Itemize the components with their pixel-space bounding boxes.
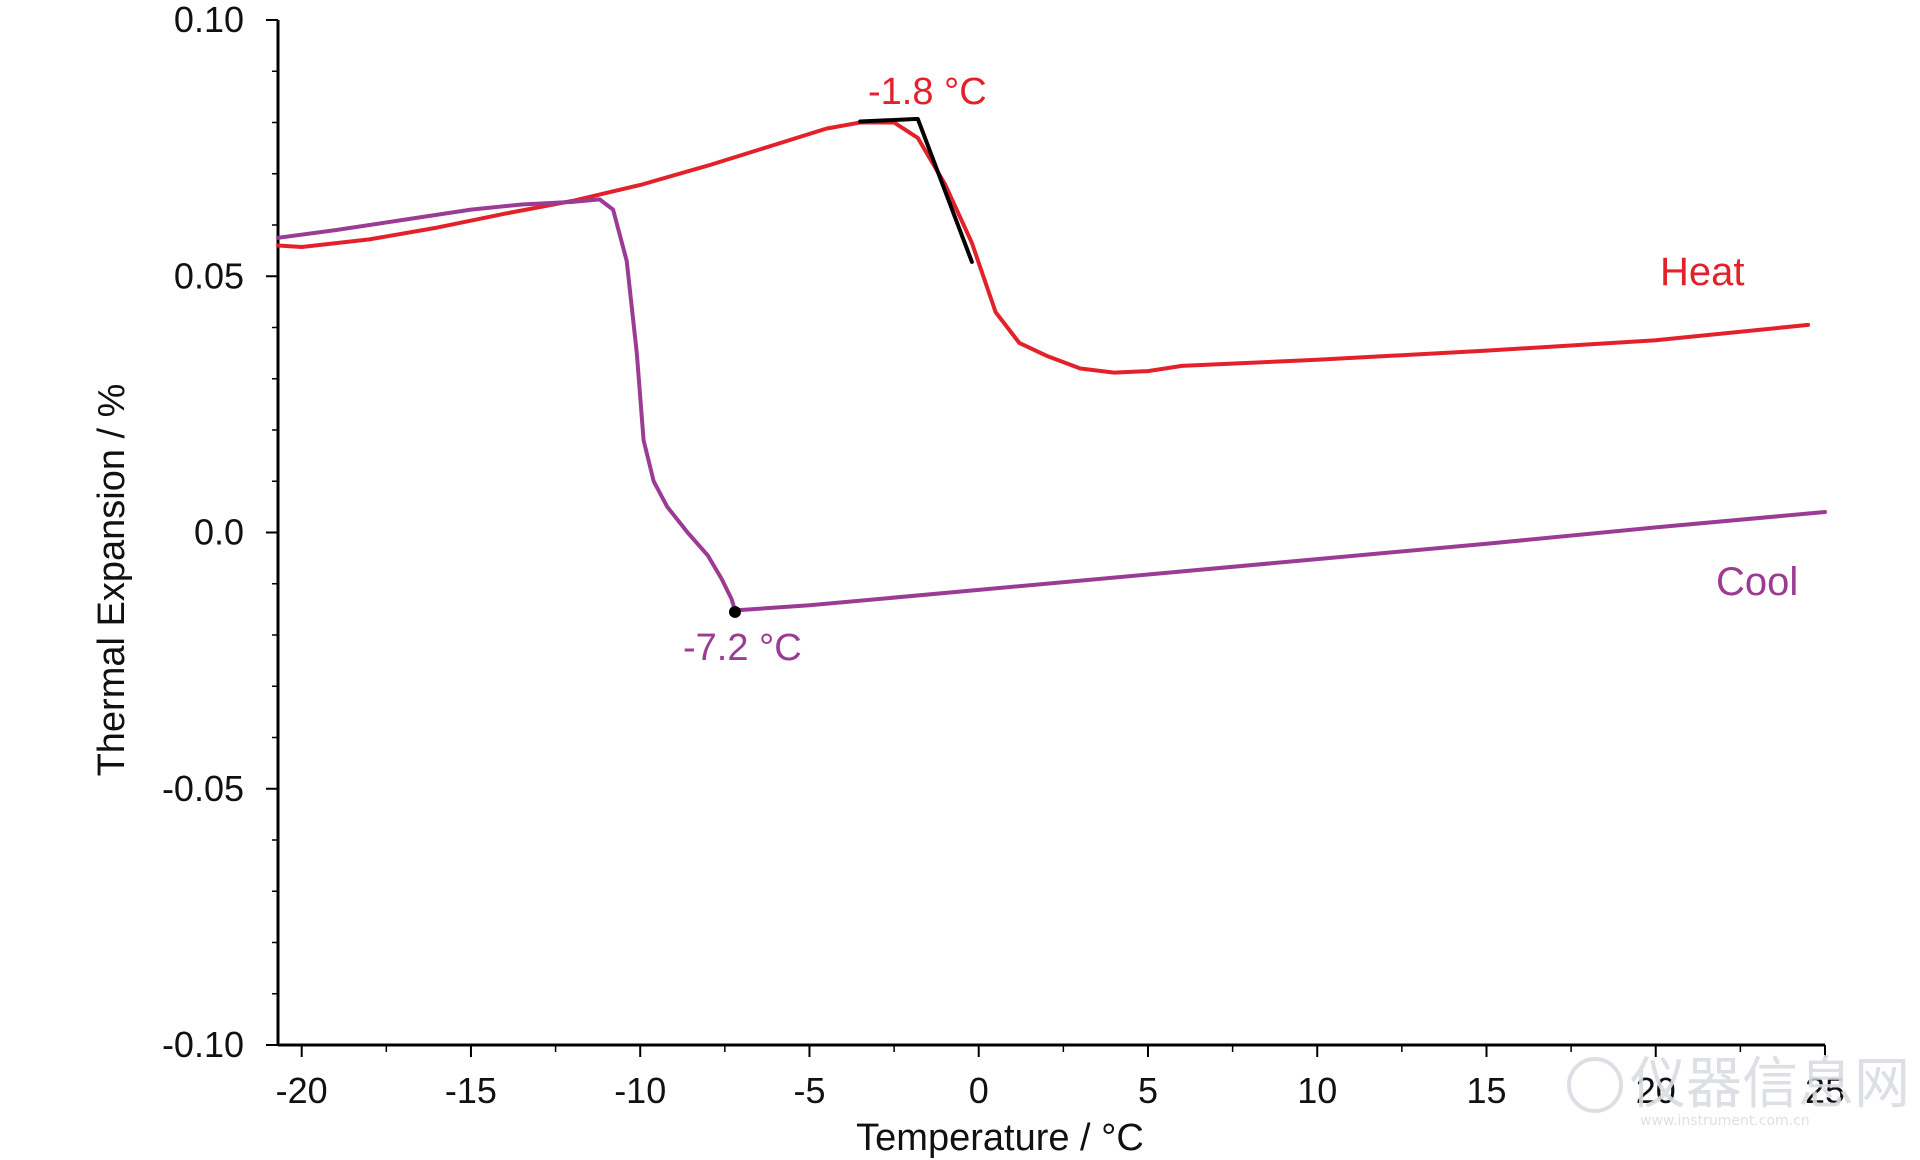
x-axis-ticks: -20 -15 -10 -5 0 5 10 15 20 25 <box>276 1045 1845 1111</box>
series-line-heat <box>276 120 1811 375</box>
x-tick-label: -10 <box>614 1070 666 1111</box>
y-tick-label: 0.10 <box>174 0 244 40</box>
x-tick-label: 0 <box>969 1070 989 1111</box>
x-tick-label: 20 <box>1636 1070 1676 1111</box>
y-tick-label: -0.10 <box>162 1024 244 1065</box>
watermark-subtext: www.instrument.com.cn <box>1640 1113 1810 1129</box>
watermark-logo: 仪器信息网 www.instrument.com.cn <box>1567 1052 1910 1129</box>
x-tick-label: -5 <box>793 1070 825 1111</box>
tangent-layer <box>858 116 974 264</box>
x-axis-title: Temperature / °C <box>856 1117 1144 1159</box>
onset-marker <box>728 605 741 618</box>
series-layer <box>276 120 1827 613</box>
x-tick-label: -20 <box>276 1070 328 1111</box>
x-tick-label: -15 <box>445 1070 497 1111</box>
marker-layer <box>728 605 741 618</box>
x-tick-label: 15 <box>1466 1070 1506 1111</box>
series-label-cool: Cool <box>1716 560 1798 604</box>
y-tick-label: 0.05 <box>174 255 244 296</box>
watermark-icon <box>1567 1057 1623 1113</box>
y-axis-ticks: -0.10 -0.05 0.0 0.05 0.10 <box>162 0 278 1065</box>
tangent-line <box>858 116 974 264</box>
annotation-heat-onset: -1.8 °C <box>868 71 987 113</box>
y-tick-label: 0.0 <box>194 512 244 553</box>
x-tick-label: 10 <box>1297 1070 1337 1111</box>
y-axis-title: Thermal Expansion / % <box>91 384 133 777</box>
series-line-cool <box>276 197 1827 613</box>
y-tick-label: -0.05 <box>162 768 244 809</box>
x-tick-label: 25 <box>1805 1070 1845 1111</box>
x-tick-label: 5 <box>1138 1070 1158 1111</box>
watermark-text: 仪器信息网 <box>1630 1052 1910 1117</box>
series-label-heat: Heat <box>1660 250 1745 294</box>
annotation-cool-onset: -7.2 °C <box>683 627 802 669</box>
